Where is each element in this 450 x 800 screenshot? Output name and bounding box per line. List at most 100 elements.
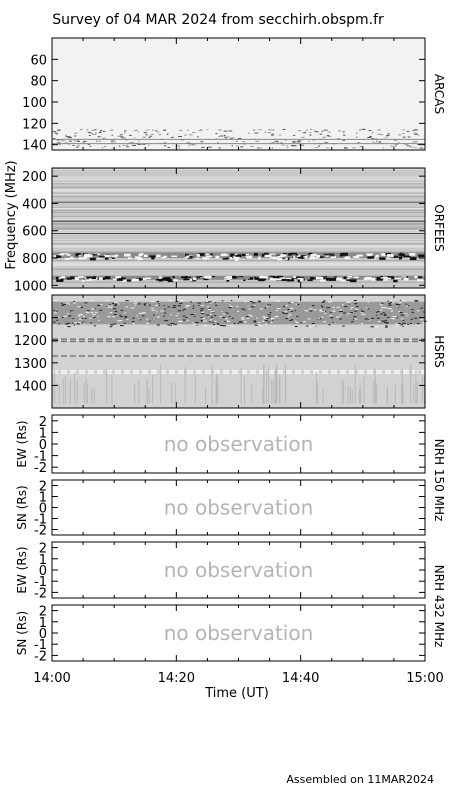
- spectrogram-speck: [84, 317, 87, 319]
- spectrogram-speck: [400, 324, 404, 326]
- spectrogram-speck: [95, 132, 97, 134]
- spectrogram-speck: [248, 308, 252, 310]
- spectrogram-speck: [412, 141, 416, 143]
- spectrogram-speck: [76, 140, 80, 142]
- spectrogram-speck: [415, 147, 417, 149]
- spectrogram-speck: [225, 137, 227, 139]
- spectrogram-speck: [322, 321, 327, 323]
- spectrogram-speck: [71, 322, 74, 324]
- spectrogram-speck: [353, 310, 358, 312]
- spectrogram-speck: [215, 304, 218, 306]
- spectrogram-speck: [264, 320, 269, 322]
- spectrogram-speck: [156, 254, 161, 258]
- spectrogram-speck: [321, 310, 325, 312]
- y-tick-label: 1200: [14, 334, 47, 349]
- spectrogram-speck: [80, 306, 84, 308]
- spectrogram-speck: [65, 302, 70, 304]
- spectrogram-speck: [339, 314, 342, 316]
- spectrogram-speck: [72, 318, 74, 320]
- spectrogram-speck: [211, 311, 215, 313]
- spectrogram-speck: [251, 302, 256, 304]
- panel-ylabel-nrh150ew: EW (Rs): [15, 420, 29, 467]
- spectrogram-speck: [351, 321, 354, 323]
- spectrogram-speck: [225, 257, 230, 259]
- spectrogram-speck: [61, 304, 64, 306]
- spectrogram-speck: [223, 134, 226, 136]
- spectrogram-speck: [122, 144, 125, 146]
- spectrogram-speck: [286, 147, 289, 149]
- spectrogram-speck: [314, 324, 318, 326]
- spectrogram-speck: [346, 301, 350, 303]
- spectrogram-speck: [240, 146, 244, 148]
- spectrogram-speck: [138, 312, 143, 314]
- spectrogram-speck: [397, 306, 399, 308]
- spectrogram-speck: [149, 255, 156, 258]
- y-tick-label: 1100: [14, 312, 47, 327]
- spectrogram-speck: [295, 322, 299, 324]
- spectrogram-speck: [243, 279, 246, 282]
- spectrogram-speck: [60, 302, 63, 304]
- spectrogram-speck: [384, 313, 387, 315]
- spectrogram-speck: [321, 130, 324, 132]
- spectrogram-speck: [258, 301, 261, 303]
- spectrogram-speck: [228, 130, 233, 132]
- spectrogram-speck: [58, 316, 61, 318]
- spectrogram-speck: [241, 308, 245, 310]
- y-tick-label: 60: [30, 53, 47, 68]
- spectrogram-speck: [161, 277, 166, 281]
- spectrogram-speck: [260, 147, 262, 149]
- spectrogram-speck: [397, 134, 402, 136]
- spectrogram-speck: [264, 307, 267, 309]
- y-tick-label: 100: [22, 96, 47, 111]
- spectrogram-speck: [253, 129, 256, 131]
- spectrogram-speck: [281, 144, 285, 146]
- spectrogram-speck: [348, 303, 350, 305]
- spectrogram-speck: [380, 275, 383, 278]
- spectrogram-speck: [205, 275, 212, 279]
- spectrogram-speck: [282, 311, 285, 313]
- spectrogram-speck: [337, 130, 341, 132]
- spectrogram-speck: [175, 315, 179, 317]
- spectrogram-speck: [264, 254, 272, 258]
- spectrogram-speck: [285, 257, 288, 260]
- spectrogram-speck: [56, 139, 60, 141]
- spectrogram-speck: [201, 311, 205, 313]
- spectrogram-speck: [361, 314, 366, 316]
- spectrogram-speck: [125, 144, 128, 146]
- spectrogram-speck: [99, 136, 102, 138]
- spectrogram-speck: [231, 145, 234, 147]
- spectrogram-speck: [404, 143, 408, 145]
- spectrogram-speck: [343, 132, 345, 134]
- spectrogram-speck: [92, 254, 98, 256]
- spectrogram-speck: [397, 141, 400, 143]
- spectrogram-speck: [103, 146, 107, 148]
- spectrogram-speck: [166, 133, 169, 135]
- spectrogram-speck: [248, 278, 252, 280]
- spectrogram-speck: [201, 146, 205, 148]
- spectrogram-speck: [56, 279, 64, 282]
- spectrogram-speck: [163, 304, 165, 306]
- panel-nrh432ew: no observation 210-1-2 EW (Rs): [15, 541, 426, 601]
- spectrogram-speck: [246, 317, 250, 319]
- spectrogram-speck: [389, 301, 392, 303]
- spectrogram-speck: [68, 137, 72, 139]
- spectrogram-speck: [356, 136, 358, 138]
- spectrogram-speck: [219, 316, 222, 318]
- spectrogram-speck: [280, 257, 287, 259]
- spectrogram-speck: [191, 322, 194, 324]
- spectrogram-speck: [330, 256, 337, 258]
- spectrogram-speck: [69, 310, 72, 312]
- spectrogram-speck: [321, 301, 325, 303]
- spectrogram-speck: [317, 256, 324, 259]
- spectrogram-speck: [381, 320, 386, 322]
- spectrogram-speck: [120, 136, 123, 138]
- spectrogram-speck: [308, 252, 313, 255]
- spectrogram-speck: [85, 312, 90, 314]
- spectrogram-speck: [230, 253, 235, 256]
- spectrogram-speck: [306, 129, 308, 131]
- spectrogram-speck: [173, 323, 177, 325]
- spectrogram-speck: [309, 326, 311, 328]
- spectrogram-speck: [315, 255, 321, 258]
- spectrogram-speck: [123, 130, 127, 132]
